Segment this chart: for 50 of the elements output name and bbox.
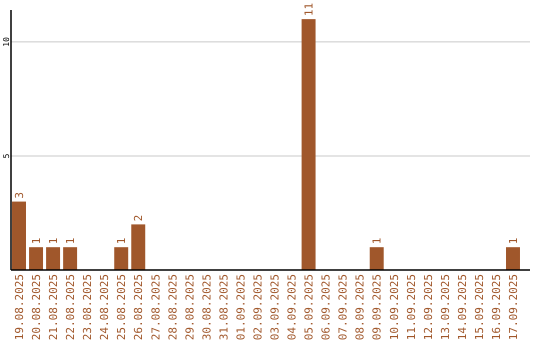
x-tick-label: 29.08.2025 (183, 274, 196, 340)
bar (63, 247, 78, 270)
bar (114, 247, 128, 270)
x-tick-label: 09.09.2025 (370, 274, 384, 340)
bar (370, 247, 384, 270)
x-tick-label: 06.09.2025 (320, 274, 333, 340)
bar (302, 19, 316, 270)
data-label: 1 (30, 238, 44, 244)
data-label: 3 (13, 192, 26, 199)
bar (506, 247, 520, 270)
x-tick-label: 10.09.2025 (388, 274, 401, 340)
x-tick-label: 23.08.2025 (81, 274, 94, 340)
x-tick-label: 01.09.2025 (234, 274, 248, 340)
x-tick-label: 08.09.2025 (354, 274, 367, 340)
x-tick-label: 05.09.2025 (302, 274, 316, 340)
x-tick-label: 30.08.2025 (200, 274, 214, 340)
data-label: 2 (132, 214, 146, 222)
x-tick-label: 13.09.2025 (438, 274, 452, 340)
x-tick-label: 16.09.2025 (490, 274, 503, 340)
bar (12, 202, 26, 270)
x-tick-label: 04.09.2025 (286, 274, 299, 340)
x-tick-label: 19.08.2025 (13, 274, 26, 340)
x-tick-label: 11.09.2025 (404, 274, 418, 340)
x-tick-label: 31.08.2025 (217, 274, 230, 340)
x-tick-label: 28.08.2025 (166, 274, 180, 340)
data-label: 1 (47, 238, 60, 244)
bar (131, 224, 146, 270)
x-tick-label: 24.08.2025 (98, 274, 112, 340)
bar (29, 247, 44, 270)
x-tick-label: 25.08.2025 (115, 274, 128, 340)
y-tick-label: 5 (2, 153, 11, 158)
x-tick-label: 17.09.2025 (506, 274, 520, 340)
x-tick-label: 07.09.2025 (336, 274, 350, 340)
x-tick-label: 20.08.2025 (30, 274, 44, 340)
data-label: 1 (115, 238, 128, 244)
y-tick-label: 10 (2, 36, 11, 47)
x-tick-label: 12.09.2025 (422, 274, 435, 340)
x-tick-label: 21.08.2025 (47, 274, 60, 340)
x-tick-label: 27.08.2025 (149, 274, 162, 340)
x-tick-label: 15.09.2025 (472, 274, 486, 340)
x-tick-label: 22.08.2025 (64, 274, 78, 340)
x-tick-label: 03.09.2025 (268, 274, 282, 340)
bar (46, 247, 60, 270)
data-label: 1 (506, 238, 520, 244)
data-label: 1 (64, 238, 78, 244)
data-label: 1 (370, 238, 384, 244)
data-label: 11 (302, 2, 316, 16)
x-tick-label: 14.09.2025 (456, 274, 469, 340)
x-tick-label: 02.09.2025 (251, 274, 264, 340)
x-tick-label: 26.08.2025 (132, 274, 146, 340)
